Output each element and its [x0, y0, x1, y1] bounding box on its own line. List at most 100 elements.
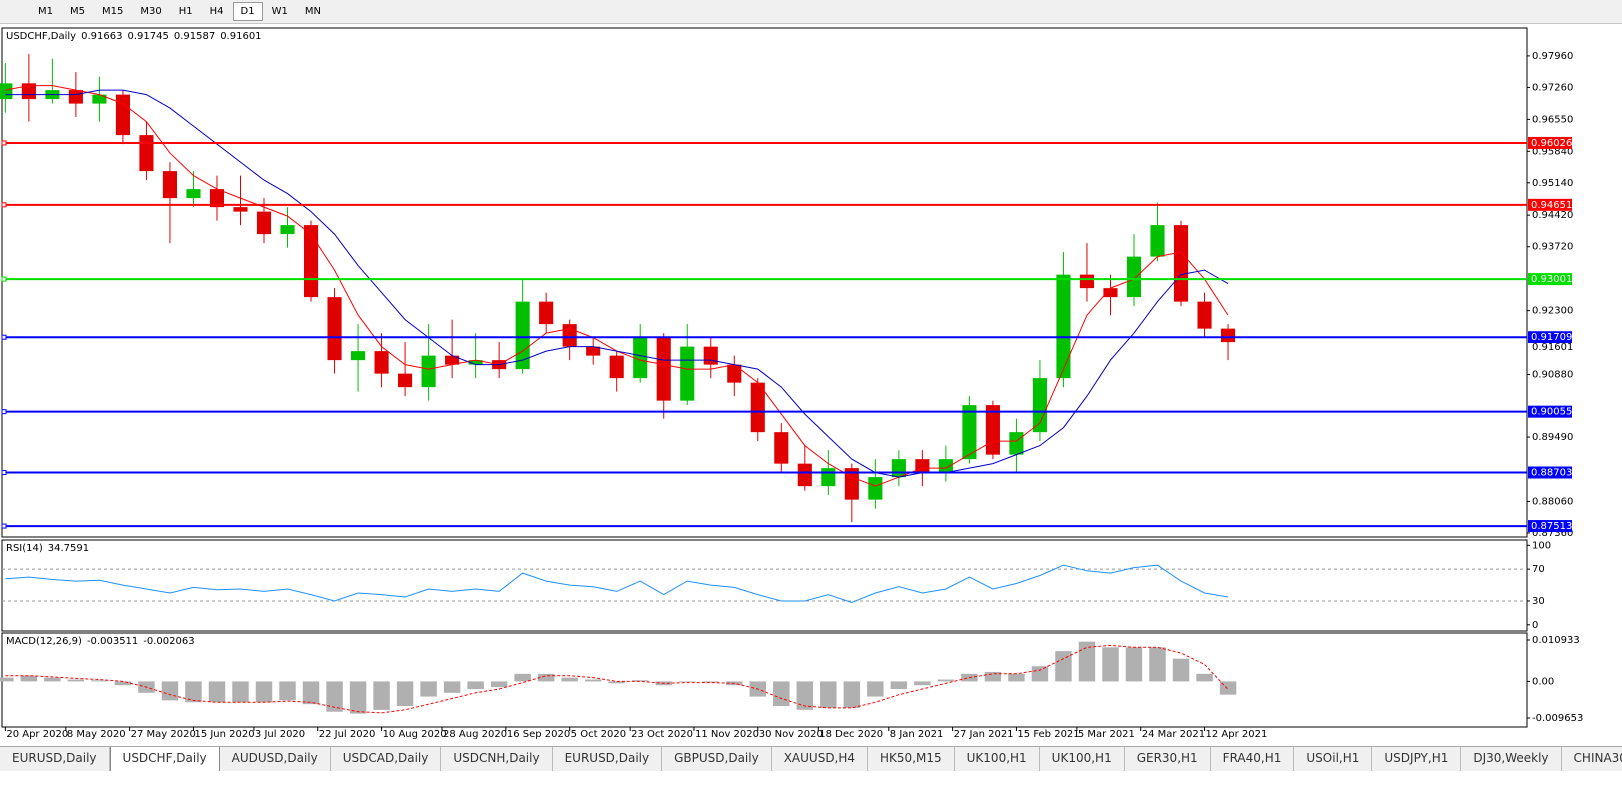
- candle-body: [280, 225, 295, 235]
- chart-tab[interactable]: USOil,H1: [1294, 747, 1373, 771]
- y-tick-label: 0.89490: [1532, 432, 1573, 443]
- chart-tab[interactable]: USDCHF,Daily: [109, 747, 220, 771]
- candle-body: [1126, 256, 1142, 298]
- timeframe-button[interactable]: D1: [232, 2, 263, 21]
- timeframe-button[interactable]: M15: [102, 6, 124, 17]
- x-tick-label: 5 Mar 2021: [1078, 729, 1135, 740]
- macd-bar: [326, 681, 343, 712]
- x-tick-label: 24 Mar 2021: [1142, 729, 1205, 740]
- macd-bar: [279, 681, 296, 701]
- macd-bar: [0, 677, 14, 682]
- y-tick-label: 0.94420: [1532, 210, 1573, 221]
- timeframe-button[interactable]: H4: [209, 6, 224, 17]
- macd-bar: [67, 679, 85, 682]
- level-label: 0.87513: [1531, 521, 1572, 532]
- candle-body: [539, 301, 554, 325]
- macd-bar: [20, 675, 38, 682]
- level-label: 0.96026: [1531, 138, 1572, 149]
- x-tick-label: 28 Aug 2020: [443, 729, 507, 740]
- chart-tab[interactable]: HK50,M15: [868, 747, 955, 771]
- macd-bar: [584, 679, 602, 682]
- candle-body: [351, 351, 366, 361]
- y-tick-label: 0.96550: [1532, 114, 1573, 125]
- candle-body: [703, 346, 718, 365]
- macd-bar: [820, 681, 837, 708]
- chart-tab[interactable]: EURUSD,Daily: [0, 747, 110, 771]
- chart-tab[interactable]: USDCNH,Daily: [441, 747, 553, 771]
- timeframe-button[interactable]: M5: [70, 6, 85, 17]
- level-label-box: [1528, 466, 1572, 479]
- level-handle: [1, 523, 7, 529]
- y-tick-label: 0.97260: [1532, 82, 1573, 93]
- x-tick-label: 27 Jan 2021: [954, 729, 1014, 740]
- x-tick-label: 23 Oct 2020: [631, 729, 693, 740]
- chart-tab[interactable]: USDCAD,Daily: [331, 747, 442, 771]
- timeframe-button[interactable]: M1: [38, 6, 53, 17]
- timeframe-button[interactable]: MN: [304, 6, 321, 17]
- level-label: 0.90055: [1531, 407, 1572, 418]
- macd-bar: [1008, 673, 1025, 682]
- macd-bar: [349, 681, 367, 714]
- y-tick-label: 0: [1532, 620, 1538, 631]
- candle-body: [797, 463, 812, 487]
- chart-tab[interactable]: GER30,H1: [1125, 747, 1211, 771]
- title-value: 0.91663: [81, 31, 122, 42]
- title-value: 0.91745: [127, 31, 168, 42]
- candle-body: [21, 83, 36, 100]
- y-tick-label: 0.88060: [1532, 496, 1573, 507]
- macd-bar: [373, 681, 390, 710]
- toolbar: M1 M5 M15 M30 H1 H4 D1 W1 MN: [0, 0, 1622, 24]
- candle-body: [233, 207, 248, 212]
- candle-body: [303, 225, 319, 298]
- macd-bar: [679, 681, 696, 682]
- candle-body: [0, 83, 13, 100]
- candle-body: [162, 171, 178, 199]
- timeframe-button[interactable]: H1: [178, 6, 193, 17]
- macd-bar: [984, 671, 1002, 682]
- timeframe-button[interactable]: M30: [140, 6, 162, 17]
- chart-tab[interactable]: EURUSD,Daily: [553, 747, 663, 771]
- macd-bar: [1172, 658, 1190, 682]
- level-label-box: [1528, 273, 1572, 286]
- candle-body: [1197, 301, 1212, 329]
- chart-tab[interactable]: CHINA300,H1: [1562, 747, 1622, 771]
- macd-bar: [1031, 666, 1049, 682]
- chart-tab[interactable]: USDJPY,H1: [1372, 747, 1462, 771]
- y-tick-label: 0.00: [1532, 676, 1554, 687]
- x-tick-label: 10 Aug 2020: [383, 729, 447, 740]
- macd-bar: [91, 680, 108, 682]
- timeframe-button[interactable]: W1: [271, 6, 288, 17]
- y-tick-label: 100: [1532, 540, 1551, 551]
- macd-bar: [1102, 647, 1119, 682]
- macd-bar: [302, 681, 320, 705]
- chart-tab[interactable]: DJ30,Weekly: [1461, 747, 1562, 771]
- x-tick-label: 12 Apr 2021: [1206, 729, 1268, 740]
- macd-bar: [890, 681, 908, 689]
- macd-bar: [490, 681, 508, 688]
- chart-tab[interactable]: GBPUSD,Daily: [662, 747, 772, 771]
- x-tick-label: 8 Jan 2021: [890, 729, 944, 740]
- candle-body: [1150, 225, 1165, 257]
- macd-bar: [185, 681, 202, 703]
- macd-bar: [420, 681, 437, 697]
- macd-bar: [773, 681, 790, 707]
- chart-tab[interactable]: UK100,H1: [1040, 747, 1125, 771]
- chart-tab[interactable]: XAUUSD,H4: [772, 747, 869, 771]
- level-label: 0.88703: [1531, 468, 1572, 479]
- x-tick-label: 5 Oct 2020: [571, 729, 626, 740]
- level-label: 0.94651: [1531, 200, 1572, 211]
- candle-body: [868, 477, 883, 500]
- chart-tab[interactable]: UK100,H1: [955, 747, 1040, 771]
- x-tick-label: 27 May 2020: [131, 729, 196, 740]
- candle-body: [209, 189, 225, 208]
- chart-tab[interactable]: FRA40,H1: [1211, 747, 1295, 771]
- candle-body: [938, 459, 953, 473]
- x-tick-label: 16 Sep 2020: [507, 729, 570, 740]
- x-tick-label: 30 Nov 2020: [759, 729, 823, 740]
- y-tick-label: 0.87360: [1532, 528, 1573, 539]
- y-tick-label: 0.90880: [1532, 370, 1573, 381]
- macd-bar: [44, 677, 61, 682]
- chart-tab[interactable]: AUDUSD,Daily: [220, 747, 331, 771]
- moving-average: [5, 89, 1229, 478]
- candle-body: [1079, 274, 1095, 289]
